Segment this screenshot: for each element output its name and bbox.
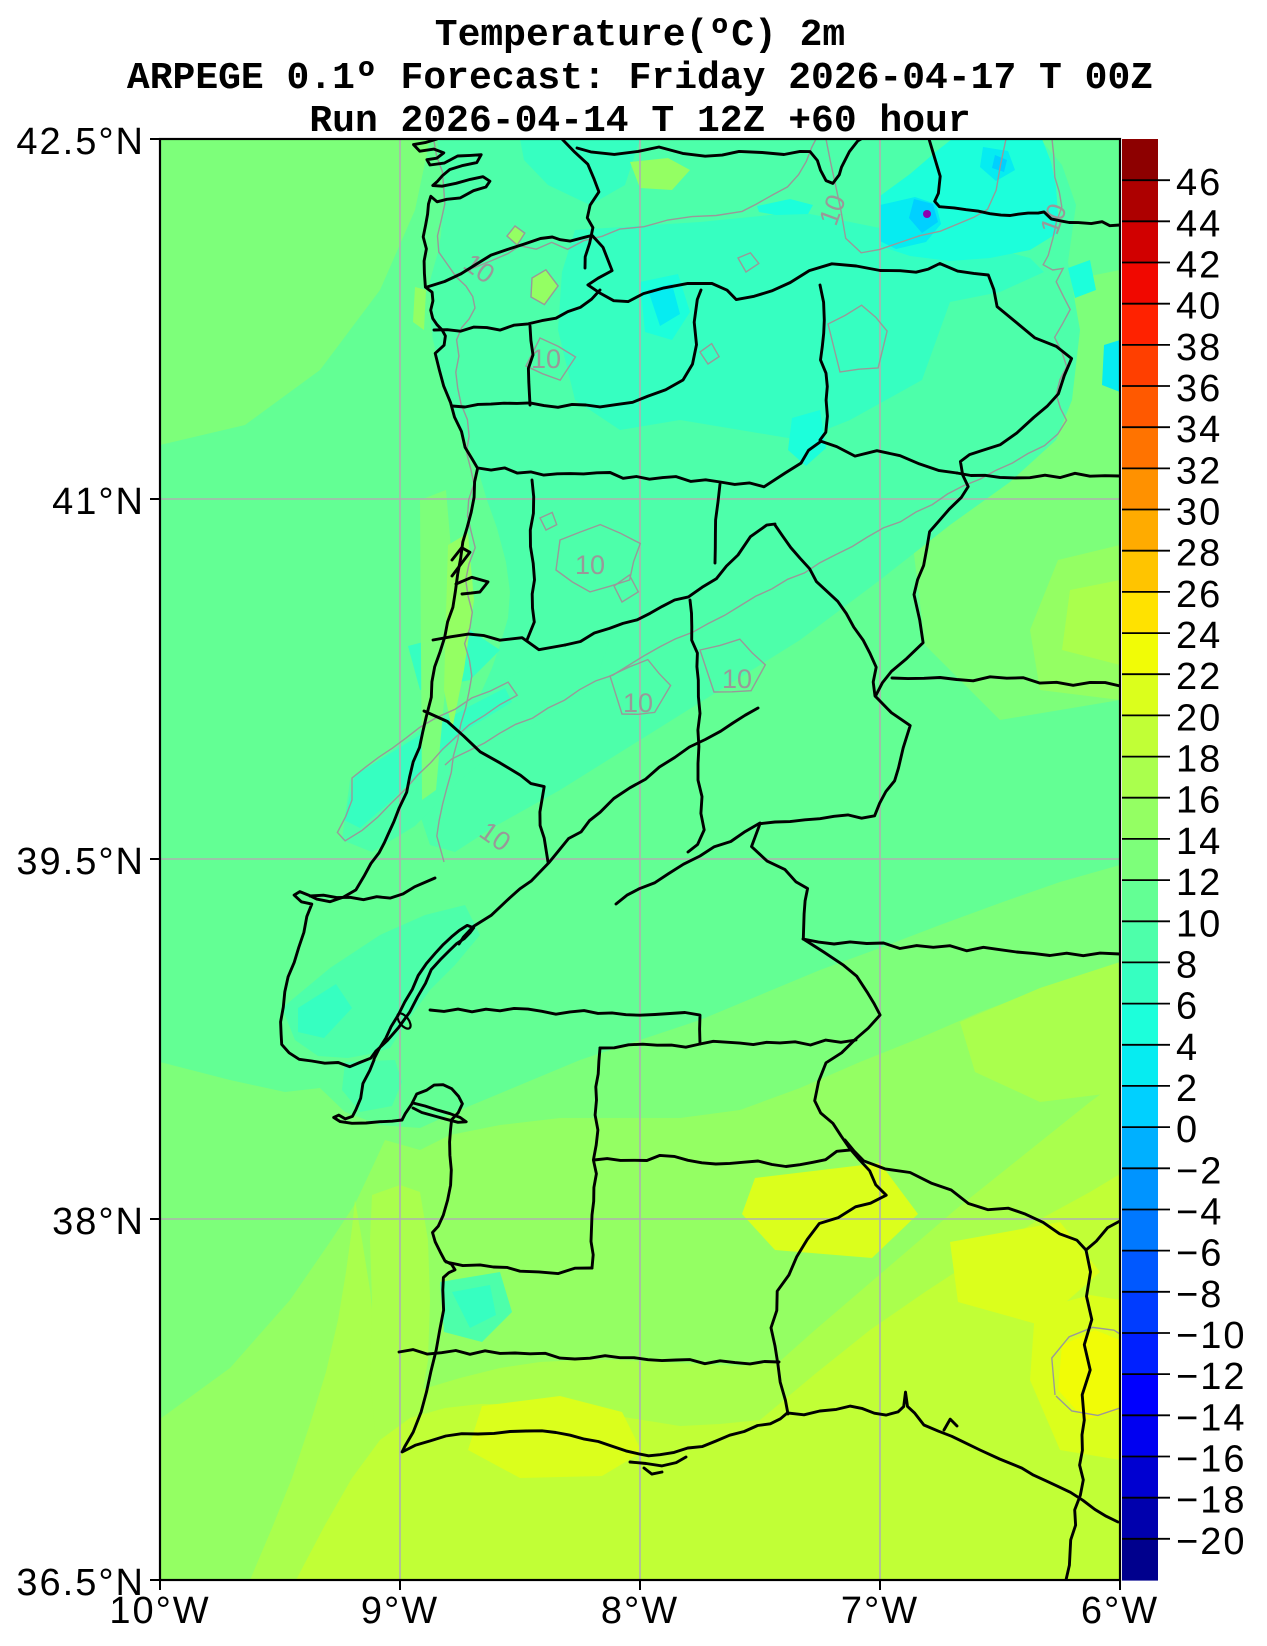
svg-text:36.5°N: 36.5°N <box>16 1562 145 1604</box>
svg-text:−6: −6 <box>1176 1233 1223 1275</box>
svg-text:2: 2 <box>1176 1068 1199 1110</box>
svg-text:7°W: 7°W <box>841 1590 919 1632</box>
svg-text:20: 20 <box>1176 697 1222 739</box>
svg-text:−18: −18 <box>1176 1480 1246 1522</box>
svg-text:10: 10 <box>623 688 653 718</box>
svg-text:10: 10 <box>1176 903 1222 945</box>
svg-text:18: 18 <box>1176 739 1222 781</box>
svg-text:22: 22 <box>1176 656 1222 698</box>
svg-text:42: 42 <box>1176 245 1222 287</box>
svg-text:−4: −4 <box>1176 1192 1223 1234</box>
svg-text:36: 36 <box>1176 368 1222 410</box>
svg-text:24: 24 <box>1176 615 1222 657</box>
svg-text:38: 38 <box>1176 327 1222 369</box>
svg-text:10°W: 10°W <box>109 1590 210 1632</box>
svg-text:−12: −12 <box>1176 1356 1246 1398</box>
svg-text:41°N: 41°N <box>52 481 145 523</box>
svg-text:6: 6 <box>1176 986 1199 1028</box>
svg-text:−16: −16 <box>1176 1439 1246 1481</box>
svg-text:26: 26 <box>1176 574 1222 616</box>
svg-text:28: 28 <box>1176 533 1222 575</box>
svg-text:10: 10 <box>722 664 752 694</box>
svg-text:ARPEGE 0.1º Forecast: Friday 2: ARPEGE 0.1º Forecast: Friday 2026-04-17 … <box>127 57 1153 100</box>
svg-text:8°W: 8°W <box>601 1590 679 1632</box>
svg-text:−2: −2 <box>1176 1150 1223 1192</box>
svg-text:−8: −8 <box>1176 1274 1223 1316</box>
svg-text:38°N: 38°N <box>52 1201 145 1243</box>
svg-text:0: 0 <box>1176 1109 1199 1151</box>
svg-text:42.5°N: 42.5°N <box>16 121 145 163</box>
svg-text:6°W: 6°W <box>1081 1590 1159 1632</box>
svg-text:Run 2026-04-14 T 12Z +60 hour: Run 2026-04-14 T 12Z +60 hour <box>309 100 970 143</box>
svg-text:−20: −20 <box>1176 1521 1246 1563</box>
svg-text:30: 30 <box>1176 492 1222 534</box>
svg-text:10: 10 <box>531 344 561 374</box>
svg-text:12: 12 <box>1176 862 1222 904</box>
svg-text:40: 40 <box>1176 286 1222 328</box>
svg-text:46: 46 <box>1176 162 1222 204</box>
svg-text:−10: −10 <box>1176 1315 1246 1357</box>
svg-text:39.5°N: 39.5°N <box>16 841 145 883</box>
svg-text:4: 4 <box>1176 1027 1199 1069</box>
svg-text:Temperature(ºC) 2m: Temperature(ºC) 2m <box>435 14 845 57</box>
svg-text:10: 10 <box>575 550 605 580</box>
svg-text:−14: −14 <box>1176 1397 1246 1439</box>
svg-text:32: 32 <box>1176 450 1222 492</box>
svg-text:34: 34 <box>1176 409 1222 451</box>
svg-text:14: 14 <box>1176 821 1222 863</box>
svg-text:16: 16 <box>1176 780 1222 822</box>
svg-text:44: 44 <box>1176 203 1222 245</box>
svg-text:8: 8 <box>1176 944 1199 986</box>
svg-text:9°W: 9°W <box>361 1590 439 1632</box>
